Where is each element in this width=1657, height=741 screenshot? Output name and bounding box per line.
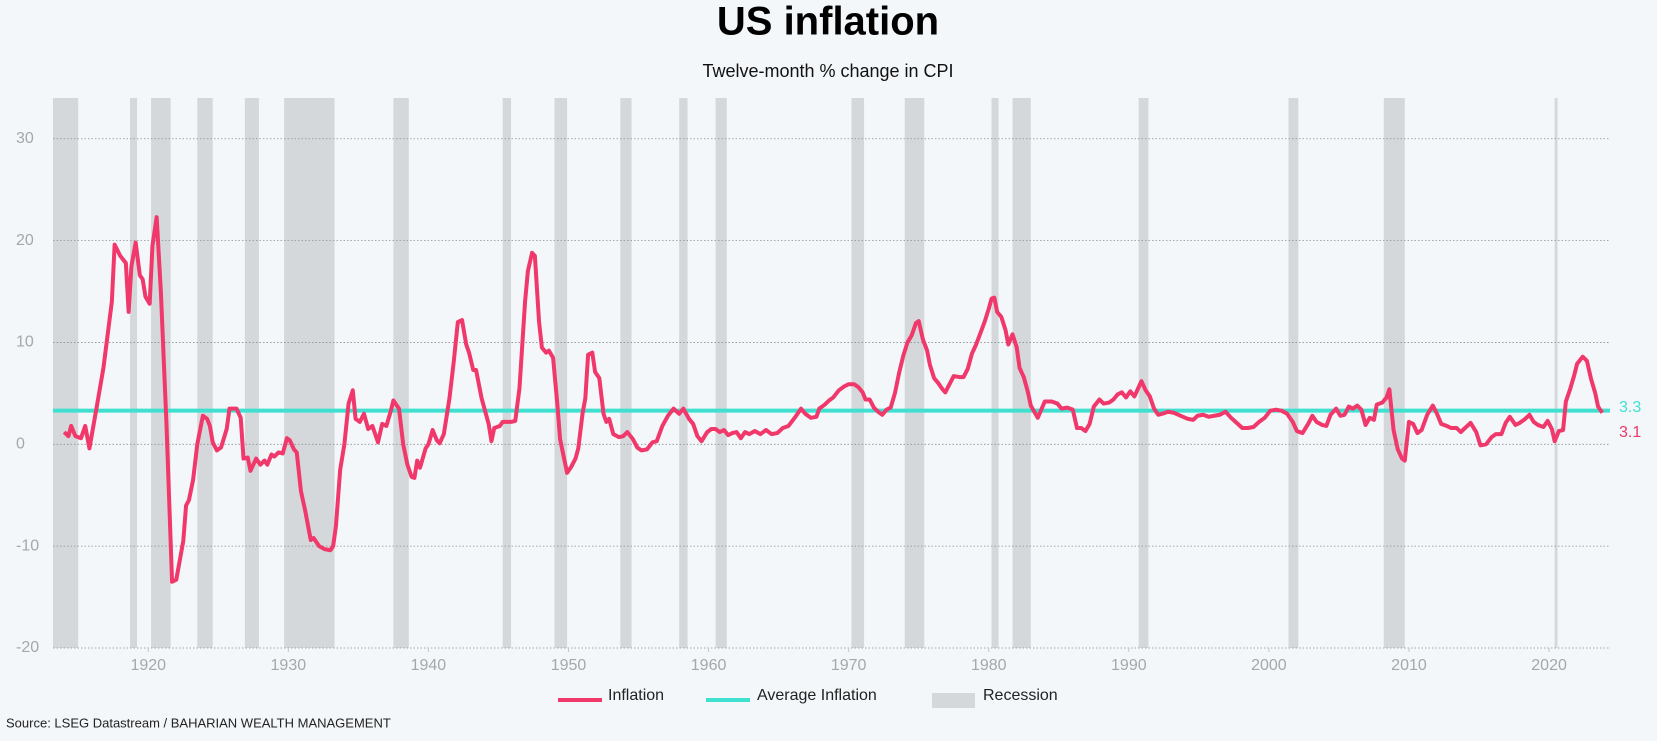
x-tick-label: 1980	[971, 657, 1007, 674]
legend-label: Inflation	[608, 687, 664, 704]
recession-band	[904, 98, 925, 648]
recession-band	[284, 98, 335, 648]
y-tick-label: 10	[16, 334, 34, 351]
recession-band	[715, 98, 727, 648]
average-value-label: 3.3	[1619, 399, 1641, 416]
inflation-line	[62, 215, 1604, 584]
recession-band	[502, 98, 512, 648]
y-tick-label: 20	[16, 232, 34, 249]
y-tick-label: -10	[16, 537, 39, 554]
x-tick-label: 1930	[271, 657, 307, 674]
recession-band	[1288, 98, 1299, 648]
legend-label: Recession	[983, 687, 1058, 704]
recession-band	[1383, 98, 1405, 648]
recession-band	[130, 98, 138, 648]
legend-label: Average Inflation	[757, 687, 877, 704]
x-tick-label: 1970	[831, 657, 867, 674]
x-tick-label: 1950	[551, 657, 587, 674]
source-note: Source: LSEG Datastream / BAHARIAN WEALT…	[6, 715, 391, 730]
chart-title: US inflation	[717, 0, 939, 44]
recession-band	[197, 98, 213, 648]
y-tick-label: 0	[16, 436, 25, 453]
recession-band	[554, 98, 568, 648]
chart-subtitle: Twelve-month % change in CPI	[702, 61, 953, 81]
recession-band	[1554, 98, 1558, 648]
recession-band	[620, 98, 632, 648]
x-tick-label: 1940	[411, 657, 447, 674]
grid: -20 -10 0 10 20 30 1920 1930 1940 1950 1960 1970 198…	[16, 130, 1610, 674]
marks: 3.13.3	[53, 215, 1641, 584]
recession-band	[1138, 98, 1149, 648]
recession-band	[679, 98, 688, 648]
end-value-label: 3.1	[1619, 424, 1641, 441]
legend-swatch	[932, 693, 975, 708]
recession-band	[53, 98, 79, 648]
x-tick-label: 2000	[1251, 657, 1287, 674]
x-tick-label: 1990	[1111, 657, 1147, 674]
recession-band	[851, 98, 865, 648]
recession-band	[151, 98, 171, 648]
y-tick-label: 30	[16, 130, 34, 147]
y-tick-label: -20	[16, 639, 39, 656]
x-tick-label: 1960	[691, 657, 727, 674]
recession-band	[244, 98, 259, 648]
recession-band	[393, 98, 409, 648]
x-tick-label: 2020	[1531, 657, 1567, 674]
x-tick-label: 2010	[1391, 657, 1427, 674]
x-tick-label: 1920	[130, 657, 166, 674]
recession-band	[991, 98, 999, 648]
